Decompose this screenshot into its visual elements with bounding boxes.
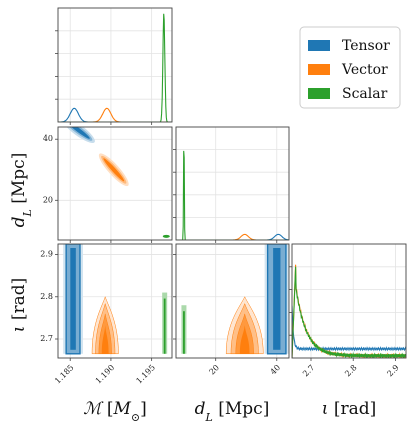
legend-label-tensor: Tensor [342, 38, 390, 54]
panel-frame [175, 126, 290, 241]
hist-line-tensor [58, 107, 172, 122]
tick-label-x: 2.9 [385, 363, 400, 378]
panel-frame [57, 7, 173, 123]
hist-line-vector [58, 107, 172, 122]
legend-swatch-scalar [308, 88, 330, 99]
density-core-scalar [163, 298, 166, 354]
axis-label-part: ι [322, 399, 329, 419]
x-axis-label-mc: ℳ [M⊙] [83, 399, 147, 422]
axis-label-part: ι [9, 326, 29, 333]
axis-label-part: [Mpc] [9, 153, 29, 209]
axis-label-part: [Mpc] [213, 399, 269, 419]
legend: Tensor Vector Scalar [299, 26, 401, 109]
axis-label-part: d [9, 216, 29, 227]
density-vector [103, 158, 125, 182]
panel-frame [57, 243, 173, 359]
density-scalar [162, 234, 170, 238]
density-vector [239, 325, 250, 354]
tick-label-y: 2.9 [40, 250, 53, 259]
tick-label-y: 2.7 [40, 334, 53, 343]
legend-label-scalar: Scalar [342, 86, 388, 102]
panel-frame [57, 126, 173, 241]
panel-2-1: 20 40 [173, 243, 290, 377]
density-tensor [66, 127, 90, 139]
x-axis-label-dl: dL [Mpc] [195, 399, 270, 422]
panel-background [58, 127, 172, 240]
tick-label-y: 20 [43, 195, 53, 204]
legend-swatch-tensor [308, 40, 330, 51]
panel-background [58, 8, 172, 122]
axis-label-part: [rad] [9, 278, 29, 326]
legend-label-vector: Vector [341, 62, 388, 78]
axis-label-part: L [205, 411, 213, 422]
panel-2-0: 1.185 1.190 1.195 2.7 2.8 2.9 [40, 243, 173, 386]
panel-content [176, 244, 289, 358]
panel-2-2: 2.7 2.8 2.9 [289, 243, 407, 378]
tick-label-x: 2.8 [343, 363, 358, 378]
density-vector [101, 325, 109, 354]
tick-label-y: 2.8 [40, 292, 53, 301]
axis-label-part: [ [101, 399, 113, 419]
density-core-scalar [183, 311, 185, 354]
panel-content [58, 8, 172, 122]
axis-label-part: [rad] [328, 399, 376, 419]
density-core-tensor [70, 248, 76, 350]
axis-label-part: ⊙ [131, 411, 140, 422]
x-axis-label-iota: ι [rad] [322, 399, 376, 419]
tick-label-x: 20 [208, 363, 222, 377]
axis-label-part: M [112, 399, 131, 419]
axis-label-part: ] [140, 399, 147, 419]
panel-0-0 [55, 7, 173, 125]
axis-labels: ℳ [M⊙] dL [Mpc] ι [rad]dL [Mpc]ι [rad] [9, 153, 376, 422]
tick-label-y: 40 [43, 134, 53, 143]
panel-background [176, 127, 289, 240]
panel-content [58, 244, 172, 358]
hist-line-tensor [292, 305, 406, 352]
legend-swatch-vector [308, 64, 330, 75]
hist-line-scalar [292, 266, 406, 358]
density-core-tensor [273, 248, 281, 350]
panel-background [292, 244, 406, 358]
axis-label-part: d [195, 399, 206, 419]
panel-content [58, 127, 172, 240]
y-axis-label-dl: dL [Mpc] [9, 153, 34, 228]
panel-content [292, 244, 406, 358]
panel-frame [291, 243, 407, 359]
panel-frame [175, 243, 290, 359]
panel-1-1 [173, 126, 290, 243]
y-axis-label-iota: ι [rad] [9, 278, 29, 332]
tick-label-x: 1.185 [53, 363, 76, 386]
tick-label-x: 2.7 [301, 363, 316, 378]
tick-label-x: 40 [269, 363, 283, 377]
panel-content [176, 127, 289, 240]
axis-label-part: L [21, 209, 34, 217]
tick-label-x: 1.190 [94, 363, 117, 386]
axis-label-part: ℳ [83, 399, 104, 419]
tick-label-x: 1.195 [134, 363, 157, 386]
